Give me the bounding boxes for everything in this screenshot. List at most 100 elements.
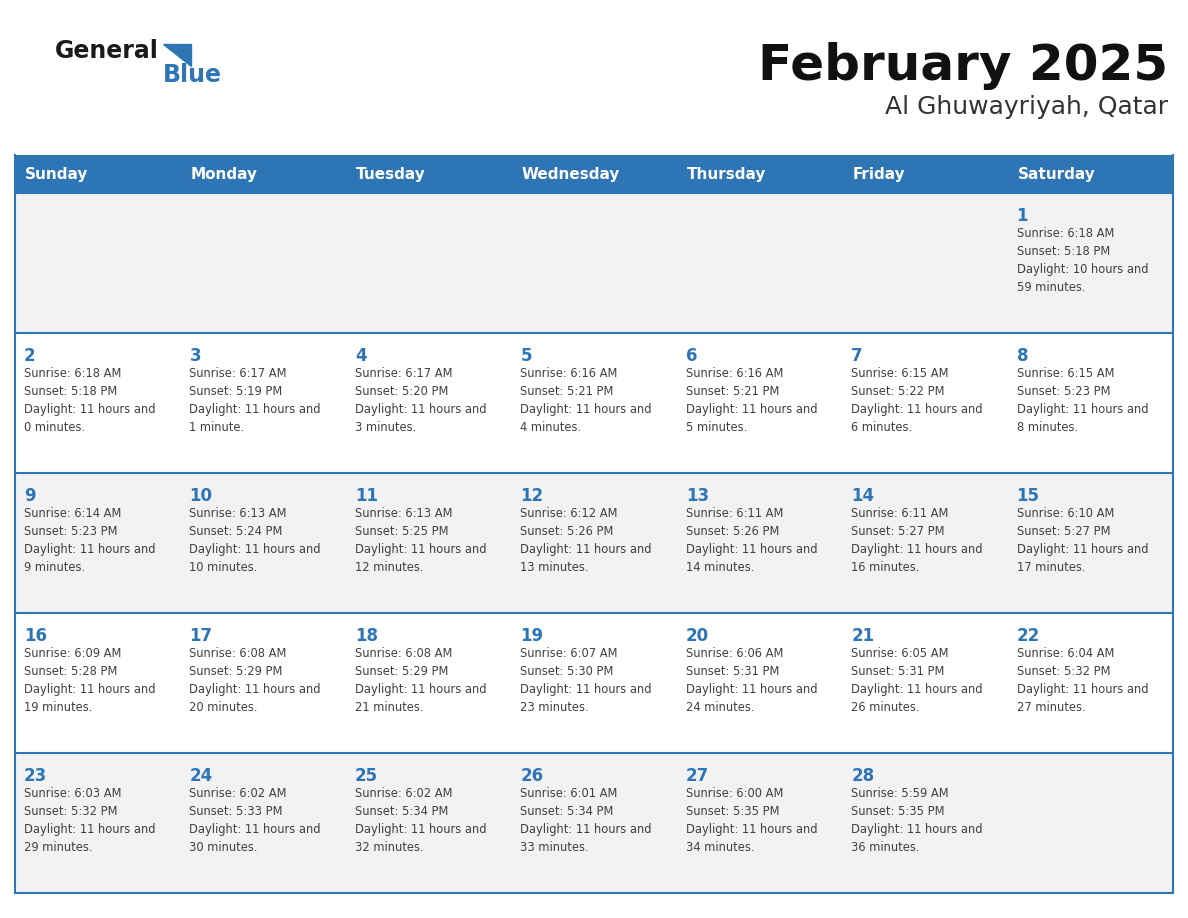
Text: Daylight: 11 hours and: Daylight: 11 hours and	[851, 823, 982, 836]
Text: Sunrise: 6:16 AM: Sunrise: 6:16 AM	[685, 367, 783, 380]
Bar	[15, 155, 181, 193]
Text: Daylight: 11 hours and: Daylight: 11 hours and	[851, 403, 982, 416]
Text: Sunrise: 6:04 AM: Sunrise: 6:04 AM	[1017, 647, 1114, 660]
Text: Sunrise: 6:17 AM: Sunrise: 6:17 AM	[355, 367, 453, 380]
Text: 0 minutes.: 0 minutes.	[24, 421, 86, 434]
Text: 16: 16	[24, 627, 48, 645]
Text: 12 minutes.: 12 minutes.	[355, 561, 423, 574]
Text: 14 minutes.: 14 minutes.	[685, 561, 754, 574]
Text: 6: 6	[685, 347, 697, 365]
Text: Daylight: 11 hours and: Daylight: 11 hours and	[189, 683, 321, 696]
Text: 59 minutes.: 59 minutes.	[1017, 281, 1085, 294]
Text: Sunset: 5:29 PM: Sunset: 5:29 PM	[355, 665, 448, 678]
Text: 33 minutes.: 33 minutes.	[520, 841, 589, 854]
Text: 3 minutes.: 3 minutes.	[355, 421, 416, 434]
Text: Daylight: 11 hours and: Daylight: 11 hours and	[355, 823, 486, 836]
Text: Daylight: 11 hours and: Daylight: 11 hours and	[520, 823, 652, 836]
Text: Tuesday: Tuesday	[356, 166, 425, 182]
Text: 30 minutes.: 30 minutes.	[189, 841, 258, 854]
Text: Sunrise: 6:00 AM: Sunrise: 6:00 AM	[685, 787, 783, 800]
Text: Sunrise: 6:03 AM: Sunrise: 6:03 AM	[24, 787, 121, 800]
Bar	[842, 155, 1007, 193]
Text: Sunset: 5:34 PM: Sunset: 5:34 PM	[520, 805, 614, 818]
Text: Friday: Friday	[852, 166, 905, 182]
Text: Sunset: 5:19 PM: Sunset: 5:19 PM	[189, 385, 283, 398]
Text: 7: 7	[851, 347, 862, 365]
Text: Sunset: 5:18 PM: Sunset: 5:18 PM	[24, 385, 118, 398]
Text: 9 minutes.: 9 minutes.	[24, 561, 86, 574]
Text: Daylight: 11 hours and: Daylight: 11 hours and	[24, 683, 156, 696]
Text: 8: 8	[1017, 347, 1028, 365]
Text: Sunset: 5:21 PM: Sunset: 5:21 PM	[520, 385, 614, 398]
Text: 25: 25	[355, 767, 378, 785]
Text: 21 minutes.: 21 minutes.	[355, 701, 423, 714]
Text: Sunset: 5:33 PM: Sunset: 5:33 PM	[189, 805, 283, 818]
Text: Sunrise: 6:07 AM: Sunrise: 6:07 AM	[520, 647, 618, 660]
Text: Blue: Blue	[163, 63, 222, 87]
Text: Daylight: 11 hours and: Daylight: 11 hours and	[851, 683, 982, 696]
Text: 19 minutes.: 19 minutes.	[24, 701, 93, 714]
Text: Daylight: 10 hours and: Daylight: 10 hours and	[1017, 263, 1148, 276]
Text: Thursday: Thursday	[687, 166, 766, 182]
Text: 14: 14	[851, 487, 874, 505]
Text: 10 minutes.: 10 minutes.	[189, 561, 258, 574]
Text: Sunset: 5:32 PM: Sunset: 5:32 PM	[24, 805, 118, 818]
Text: Sunrise: 6:08 AM: Sunrise: 6:08 AM	[355, 647, 453, 660]
Text: 10: 10	[189, 487, 213, 505]
Text: February 2025: February 2025	[758, 42, 1168, 90]
Bar	[1007, 155, 1173, 193]
Text: Sunset: 5:27 PM: Sunset: 5:27 PM	[1017, 525, 1110, 538]
Text: Sunrise: 6:15 AM: Sunrise: 6:15 AM	[851, 367, 949, 380]
Text: 26: 26	[520, 767, 543, 785]
Text: Sunset: 5:25 PM: Sunset: 5:25 PM	[355, 525, 448, 538]
Bar	[346, 155, 511, 193]
Text: 24 minutes.: 24 minutes.	[685, 701, 754, 714]
Text: 3: 3	[189, 347, 201, 365]
Bar	[511, 155, 677, 193]
Text: Sunrise: 6:13 AM: Sunrise: 6:13 AM	[355, 507, 453, 520]
Text: Sunrise: 6:01 AM: Sunrise: 6:01 AM	[520, 787, 618, 800]
Text: Sunrise: 6:02 AM: Sunrise: 6:02 AM	[189, 787, 287, 800]
Text: Al Ghuwayriyah, Qatar: Al Ghuwayriyah, Qatar	[885, 95, 1168, 119]
Text: Daylight: 11 hours and: Daylight: 11 hours and	[355, 403, 486, 416]
Text: Sunset: 5:28 PM: Sunset: 5:28 PM	[24, 665, 118, 678]
Text: Daylight: 11 hours and: Daylight: 11 hours and	[1017, 683, 1148, 696]
Text: Daylight: 11 hours and: Daylight: 11 hours and	[1017, 403, 1148, 416]
Text: Sunrise: 6:11 AM: Sunrise: 6:11 AM	[851, 507, 948, 520]
Text: 17: 17	[189, 627, 213, 645]
Text: 32 minutes.: 32 minutes.	[355, 841, 423, 854]
Text: 34 minutes.: 34 minutes.	[685, 841, 754, 854]
Polygon shape	[163, 44, 191, 66]
Bar	[15, 473, 1173, 613]
Text: 4 minutes.: 4 minutes.	[520, 421, 581, 434]
Text: 17 minutes.: 17 minutes.	[1017, 561, 1085, 574]
Text: Daylight: 11 hours and: Daylight: 11 hours and	[685, 683, 817, 696]
Text: Saturday: Saturday	[1018, 166, 1095, 182]
Text: Sunrise: 6:17 AM: Sunrise: 6:17 AM	[189, 367, 287, 380]
Bar	[15, 193, 1173, 333]
Text: Sunrise: 6:15 AM: Sunrise: 6:15 AM	[1017, 367, 1114, 380]
Text: 12: 12	[520, 487, 543, 505]
Text: Sunset: 5:31 PM: Sunset: 5:31 PM	[851, 665, 944, 678]
Text: 23 minutes.: 23 minutes.	[520, 701, 589, 714]
Text: Sunrise: 6:18 AM: Sunrise: 6:18 AM	[1017, 227, 1114, 240]
Text: Sunday: Sunday	[25, 166, 88, 182]
Text: Sunrise: 6:12 AM: Sunrise: 6:12 AM	[520, 507, 618, 520]
Text: 20 minutes.: 20 minutes.	[189, 701, 258, 714]
Text: Daylight: 11 hours and: Daylight: 11 hours and	[24, 823, 156, 836]
Text: 22: 22	[1017, 627, 1040, 645]
Text: Sunrise: 6:11 AM: Sunrise: 6:11 AM	[685, 507, 783, 520]
Bar	[15, 333, 1173, 473]
Text: Sunset: 5:23 PM: Sunset: 5:23 PM	[1017, 385, 1110, 398]
Text: Sunrise: 6:09 AM: Sunrise: 6:09 AM	[24, 647, 121, 660]
Text: 24: 24	[189, 767, 213, 785]
Text: Sunrise: 6:08 AM: Sunrise: 6:08 AM	[189, 647, 286, 660]
Text: Sunset: 5:34 PM: Sunset: 5:34 PM	[355, 805, 448, 818]
Text: Monday: Monday	[190, 166, 258, 182]
Text: 5: 5	[520, 347, 532, 365]
Text: Daylight: 11 hours and: Daylight: 11 hours and	[685, 543, 817, 556]
Text: 11: 11	[355, 487, 378, 505]
Text: Sunrise: 5:59 AM: Sunrise: 5:59 AM	[851, 787, 949, 800]
Text: 2: 2	[24, 347, 36, 365]
Text: 27: 27	[685, 767, 709, 785]
